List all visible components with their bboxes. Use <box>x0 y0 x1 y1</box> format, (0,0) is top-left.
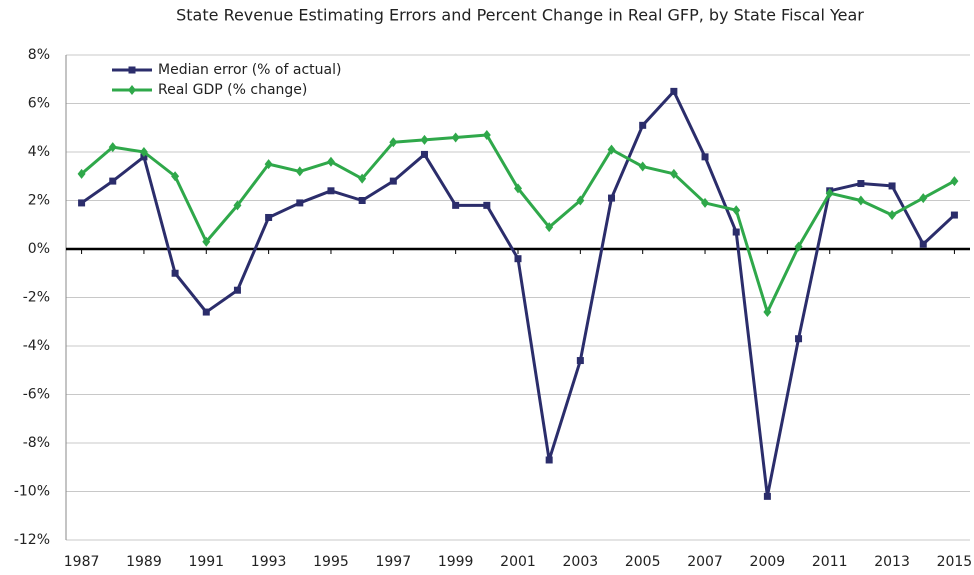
y-tick-label: 2% <box>28 193 50 209</box>
point <box>545 222 554 233</box>
point <box>763 492 771 500</box>
x-tick-label: 2013 <box>874 554 910 570</box>
point <box>795 335 803 343</box>
point <box>576 357 584 365</box>
point <box>451 132 460 143</box>
point <box>265 213 273 221</box>
point <box>482 130 491 141</box>
point <box>608 194 616 202</box>
point <box>358 173 367 184</box>
x-tick-label: 2001 <box>500 554 536 570</box>
point <box>295 166 304 177</box>
point <box>389 177 397 185</box>
point <box>950 176 959 187</box>
point <box>670 87 678 95</box>
x-tick-label: 1991 <box>188 554 224 570</box>
point <box>607 144 616 155</box>
point <box>128 66 136 74</box>
x-tick-label: 1995 <box>313 554 349 570</box>
x-tick-label: 2005 <box>625 554 661 570</box>
point <box>326 156 335 167</box>
y-tick-label: -2% <box>23 290 50 306</box>
x-tick-label: 2003 <box>563 554 599 570</box>
x-tick-label: 1997 <box>375 554 411 570</box>
point <box>389 137 398 148</box>
y-tick-label: -8% <box>23 435 50 451</box>
point <box>825 188 834 199</box>
point <box>202 308 210 316</box>
point <box>950 211 958 219</box>
x-tick-label: 2015 <box>937 554 973 570</box>
point <box>545 456 553 464</box>
y-tick-label: 8% <box>28 47 50 63</box>
x-tick-label: 1987 <box>64 554 100 570</box>
point <box>108 142 117 153</box>
point <box>483 201 491 209</box>
point <box>794 241 803 252</box>
point <box>638 161 647 172</box>
point <box>420 134 429 145</box>
x-tick-label: 1989 <box>126 554 162 570</box>
point <box>420 150 428 158</box>
point <box>358 197 366 204</box>
point <box>763 307 772 318</box>
point <box>576 195 585 206</box>
point <box>171 171 180 182</box>
y-tick-label: 0% <box>28 241 50 257</box>
point <box>452 201 460 209</box>
point <box>888 182 896 190</box>
point <box>233 286 241 294</box>
y-tick-label: -10% <box>14 484 50 500</box>
point <box>128 85 136 95</box>
point <box>109 177 117 185</box>
point <box>732 228 740 236</box>
point <box>77 168 86 179</box>
point <box>78 199 86 207</box>
point <box>264 159 273 170</box>
point <box>919 193 928 204</box>
legend-label: Real GDP (% change) <box>158 82 307 98</box>
y-tick-label: -12% <box>14 532 50 548</box>
point <box>171 269 179 277</box>
x-tick-label: 2009 <box>750 554 786 570</box>
y-tick-label: 4% <box>28 144 50 160</box>
y-tick-label: 6% <box>28 96 50 112</box>
point <box>919 240 927 248</box>
y-tick-label: -4% <box>23 338 50 354</box>
point <box>514 183 522 194</box>
point <box>856 195 865 206</box>
point <box>701 153 709 161</box>
point <box>669 168 678 179</box>
x-tick-label: 1993 <box>251 554 287 570</box>
point <box>327 187 335 195</box>
x-tick-label: 2007 <box>687 554 723 570</box>
legend-label: Median error (% of actual) <box>158 62 341 78</box>
point <box>701 197 710 208</box>
x-tick-label: 1999 <box>438 554 474 570</box>
point <box>202 236 211 247</box>
point <box>514 255 522 263</box>
chart-title: State Revenue Estimating Errors and Perc… <box>176 6 864 25</box>
point <box>139 147 148 157</box>
point <box>296 199 304 207</box>
point <box>888 210 897 221</box>
point <box>857 180 865 188</box>
x-tick-label: 2011 <box>812 554 848 570</box>
y-tick-label: -6% <box>23 387 50 403</box>
point <box>639 121 647 129</box>
point <box>233 200 242 211</box>
point <box>732 205 741 216</box>
